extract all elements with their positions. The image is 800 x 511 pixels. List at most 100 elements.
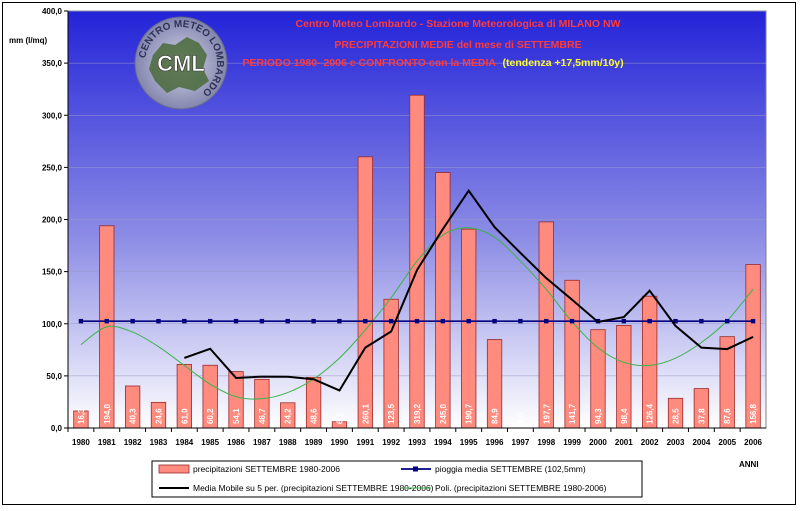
y-tick-label: 200,0 <box>42 216 63 225</box>
bar-value-label: 24,6 <box>154 408 163 424</box>
x-tick-label: 2000 <box>589 438 607 447</box>
x-tick-label: 1986 <box>227 438 245 447</box>
precipitation-chart: 16,3 194,0 40,3 24,6 61,0 60,2 54,1 46,7 24,2 48,… <box>9 7 767 498</box>
legend-label-moving-average: Media Mobile su 5 per. (precipitazioni S… <box>193 483 434 493</box>
line-series <box>78 188 756 400</box>
bar-value-label: 156,8 <box>749 403 758 424</box>
mean-line-marker <box>104 318 109 324</box>
legend-item-moving-average: Media Mobile su 5 per. (precipitazioni S… <box>159 483 434 493</box>
y-tick-label: 400,0 <box>42 7 63 16</box>
x-tick-label: 1982 <box>124 438 142 447</box>
bar-value-label: 24,2 <box>284 408 293 424</box>
mean-line-marker <box>621 318 627 324</box>
x-tick-label: 2004 <box>692 438 710 447</box>
x-tick-label: 2001 <box>615 438 633 447</box>
logo-initials: CML <box>157 51 205 76</box>
x-tick-label: 1994 <box>434 438 452 447</box>
mean-line-marker <box>569 318 575 324</box>
bar-value-label: 60,2 <box>206 408 215 424</box>
bar-value-label: 48,6 <box>310 408 319 424</box>
x-tick-label: 1999 <box>563 438 581 447</box>
mean-line-marker <box>130 318 135 324</box>
bar-value-label: 94,3 <box>594 408 603 424</box>
mean-line-marker <box>388 318 394 324</box>
mean-line-marker <box>725 318 730 324</box>
y-tick-label: 50,0 <box>46 372 62 381</box>
y-tick-label: 100,0 <box>42 320 63 329</box>
x-tick-label: 2005 <box>718 438 736 447</box>
moving-average-line <box>183 188 754 392</box>
x-tick-label: 1990 <box>331 438 349 447</box>
bar-value-label: 40,3 <box>129 408 138 424</box>
mean-line-marker <box>492 318 497 324</box>
mean-line-marker <box>673 318 678 324</box>
bar-value-label: 141,7 <box>568 403 577 424</box>
legend: precipitazioni SETTEMBRE 1980-2006 piogg… <box>151 460 643 498</box>
bar-value-label: 61,0 <box>180 408 189 424</box>
bar-value-label: 0,0 <box>516 412 525 424</box>
legend-label-mean: pioggia media SETTEMBRE (102,5mm) <box>435 464 586 474</box>
chart-title-line-2: PRECIPITAZIONI MEDIE del mese di SETTEMB… <box>334 39 581 51</box>
chart-frame: 16,3 194,0 40,3 24,6 61,0 60,2 54,1 46,7 24,2 48,… <box>2 2 796 505</box>
legend-item-bars: precipitazioni SETTEMBRE 1980-2006 <box>158 464 340 474</box>
legend-item-mean: pioggia media SETTEMBRE (102,5mm) <box>401 464 586 474</box>
x-tick-label: 1997 <box>512 438 530 447</box>
x-tick-label: 1987 <box>253 438 271 447</box>
y-tick-label: 0,0 <box>51 424 63 433</box>
mean-line-marker <box>207 318 213 324</box>
x-axis: 1980 1981 1982 1983 1984 1985 1986 1987 1988 1989… <box>67 427 766 447</box>
lombardy-map-shape <box>149 37 209 93</box>
mean-line-marker <box>182 318 187 324</box>
mean-line-marker <box>78 318 84 324</box>
x-tick-label: 1993 <box>408 438 426 447</box>
x-tick-label: 2002 <box>641 438 659 447</box>
x-tick-label: 1991 <box>356 438 374 447</box>
legend-label-polynomial: Poli. (precipitazioni SETTEMBRE 1980-200… <box>435 483 607 493</box>
mean-line-marker <box>544 318 549 324</box>
x-tick-label: 1985 <box>201 438 219 447</box>
bar-value-label: 16,3 <box>77 408 86 424</box>
mean-line-marker <box>337 318 342 324</box>
bar-value-label: 197,7 <box>542 403 551 424</box>
mean-line-marker <box>233 318 239 324</box>
x-tick-label: 1989 <box>305 438 323 447</box>
chart-title-line-3: PERIODO 1980- 2006 e CONFRONTO con la ME… <box>242 57 623 69</box>
bar-value-label: 245,0 <box>439 403 448 424</box>
x-tick-label: 1988 <box>279 438 297 447</box>
mean-line-marker <box>440 318 446 324</box>
x-tick-label: 2006 <box>744 438 762 447</box>
bar-value-label: 6,0 <box>335 412 344 424</box>
x-tick-label: 1992 <box>382 438 400 447</box>
bar <box>435 172 451 429</box>
bar-value-label: 87,6 <box>723 408 732 424</box>
bar <box>538 221 554 429</box>
mean-line-marker <box>518 318 523 324</box>
mean-line-marker <box>285 318 290 324</box>
bar-value-label: 54,1 <box>232 408 241 424</box>
bar-value-label: 123,5 <box>387 403 396 424</box>
mean-line-marker <box>466 318 471 324</box>
bar-value-label: 84,9 <box>491 408 500 424</box>
bar-value-label: 28,5 <box>672 408 681 424</box>
bar-value-label: 37,8 <box>697 408 706 424</box>
mean-line-marker <box>699 318 704 324</box>
bar-value-label: 190,7 <box>465 403 474 424</box>
x-tick-label: 1980 <box>72 438 90 447</box>
bar <box>357 156 373 429</box>
bar-value-label: 194,0 <box>103 403 112 424</box>
x-tick-label: 2003 <box>667 438 685 447</box>
x-tick-label: 1996 <box>486 438 504 447</box>
bar-value-label: 260,1 <box>361 403 370 424</box>
y-tick-label: 350,0 <box>42 59 63 68</box>
x-tick-label: 1998 <box>537 438 555 447</box>
bar-value-label: 126,4 <box>646 403 655 424</box>
y-axis: 0,0 50,0 100,0 150,0 200,0 250,0 300,0 350,0 400… <box>42 7 69 433</box>
mean-line-marker <box>363 318 368 324</box>
cml-logo: CML CENTRO METEO LOMBARDO <box>134 16 228 110</box>
bar-value-label: 98,4 <box>620 408 629 424</box>
chart-title-line-1: Centro Meteo Lombardo - Stazione Meteoro… <box>296 18 621 30</box>
legend-label-bars: precipitazioni SETTEMBRE 1980-2006 <box>193 464 340 474</box>
mean-line-marker <box>156 318 161 324</box>
mean-line-marker <box>647 318 652 324</box>
x-tick-label: 1984 <box>175 438 193 447</box>
